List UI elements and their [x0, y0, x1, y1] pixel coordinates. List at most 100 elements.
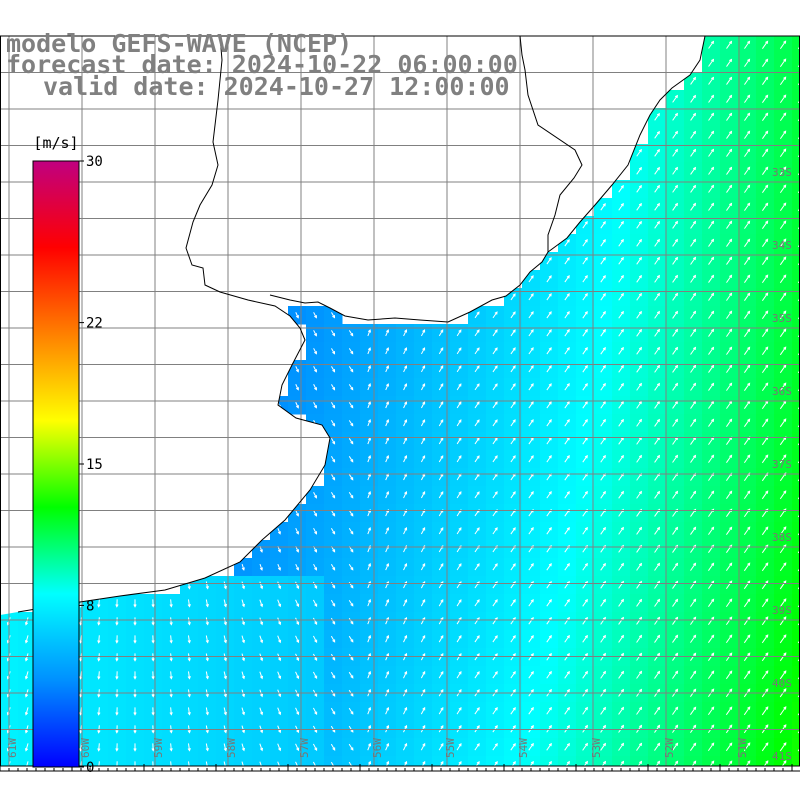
- wind-arrow: [636, 598, 643, 607]
- wind-arrow: [420, 527, 426, 535]
- wind-arrow: [205, 761, 209, 766]
- wind-arrow: [600, 616, 606, 625]
- wind-arrow: [708, 148, 715, 157]
- wind-arrow: [367, 598, 372, 607]
- wind-arrow: [779, 742, 787, 752]
- wind-arrow: [691, 760, 697, 766]
- wind-arrow: [618, 598, 624, 607]
- wind-arrow: [726, 40, 733, 49]
- wind-arrow: [726, 310, 733, 319]
- wind-arrow: [259, 671, 264, 680]
- wind-arrow: [744, 238, 751, 247]
- field-cell: [792, 90, 800, 109]
- wind-arrow: [744, 40, 751, 49]
- wind-arrow: [348, 635, 354, 643]
- bottom-ruler: [0, 764, 800, 772]
- wind-arrow: [330, 492, 336, 499]
- wind-arrow: [403, 455, 408, 463]
- wind-arrow: [636, 616, 643, 625]
- wind-arrow: [672, 256, 678, 265]
- wind-arrow: [241, 761, 245, 766]
- wind-arrow: [564, 293, 570, 301]
- wind-arrow: [205, 743, 209, 752]
- wind-arrow: [385, 401, 390, 409]
- wind-arrow: [743, 580, 751, 590]
- wind-arrow: [726, 58, 733, 67]
- field-cell: [450, 756, 469, 766]
- wind-arrow: [403, 365, 408, 373]
- wind-arrow: [725, 616, 733, 626]
- wind-arrow: [600, 598, 606, 607]
- wind-arrow: [708, 562, 715, 571]
- wind-arrow: [779, 58, 787, 68]
- wind-arrow: [619, 760, 625, 766]
- latitude-label: 41S: [772, 750, 792, 763]
- wind-arrow: [492, 329, 498, 337]
- wind-arrow: [528, 742, 534, 751]
- field-cell: [792, 108, 800, 127]
- wind-arrow: [726, 238, 733, 247]
- wind-arrow: [690, 706, 697, 715]
- wind-arrow: [295, 366, 299, 373]
- wind-arrow: [528, 383, 534, 391]
- wind-arrow: [385, 706, 390, 715]
- field-cell: [252, 756, 271, 766]
- wind-arrow: [295, 563, 299, 571]
- wind-arrow: [672, 220, 678, 229]
- wind-arrow: [761, 184, 769, 193]
- wind-arrow: [277, 581, 282, 590]
- wind-arrow: [672, 526, 679, 535]
- wind-arrow: [546, 616, 552, 625]
- wind-arrow: [546, 329, 552, 337]
- longitude-label: 52W: [663, 738, 676, 758]
- wind-arrow: [187, 635, 191, 644]
- wind-arrow: [582, 400, 588, 409]
- wind-arrow: [367, 634, 372, 643]
- wind-arrow: [223, 581, 227, 590]
- wind-arrow: [743, 454, 751, 464]
- wind-arrow: [259, 761, 264, 766]
- wind-arrow: [330, 474, 336, 481]
- wind-arrow: [367, 455, 371, 463]
- wind-arrow: [456, 383, 462, 391]
- wind-arrow: [636, 454, 642, 463]
- field-cell: [792, 540, 800, 559]
- wind-arrow: [492, 311, 498, 319]
- wind-arrow: [367, 401, 371, 409]
- wind-arrow: [546, 526, 552, 535]
- wind-arrow: [510, 311, 516, 319]
- wind-arrow: [385, 526, 390, 535]
- wind-arrow: [259, 599, 264, 608]
- field-cell: [288, 756, 307, 766]
- wind-arrow: [779, 616, 787, 626]
- wind-arrow: [601, 760, 607, 766]
- wind-arrow: [618, 562, 624, 571]
- wind-arrow: [654, 454, 661, 463]
- field-cell: [162, 756, 181, 766]
- wind-arrow: [420, 598, 426, 607]
- wind-arrow: [779, 562, 787, 572]
- wind-arrow: [564, 706, 570, 715]
- wind-arrow: [690, 148, 697, 157]
- wind-arrow: [420, 563, 426, 571]
- wind-arrow: [348, 743, 354, 751]
- wind-arrow: [745, 760, 751, 766]
- field-cell: [792, 378, 800, 397]
- wind-arrow: [744, 310, 751, 319]
- wind-arrow: [564, 562, 570, 571]
- wind-arrow: [26, 761, 29, 766]
- graticule: [0, 35, 800, 767]
- wind-arrow: [403, 670, 408, 679]
- wind-arrow: [762, 58, 769, 67]
- wind-arrow: [600, 382, 606, 391]
- wind-arrow: [456, 437, 462, 445]
- wind-arrow: [115, 707, 119, 716]
- wind-arrow: [781, 760, 787, 766]
- field-cell: [144, 756, 163, 766]
- wind-arrow: [744, 364, 751, 373]
- wind-arrow: [223, 617, 227, 626]
- wind-arrow: [600, 418, 606, 427]
- wind-arrow: [331, 312, 336, 319]
- wind-arrow: [708, 184, 715, 193]
- field-cell: [18, 756, 37, 766]
